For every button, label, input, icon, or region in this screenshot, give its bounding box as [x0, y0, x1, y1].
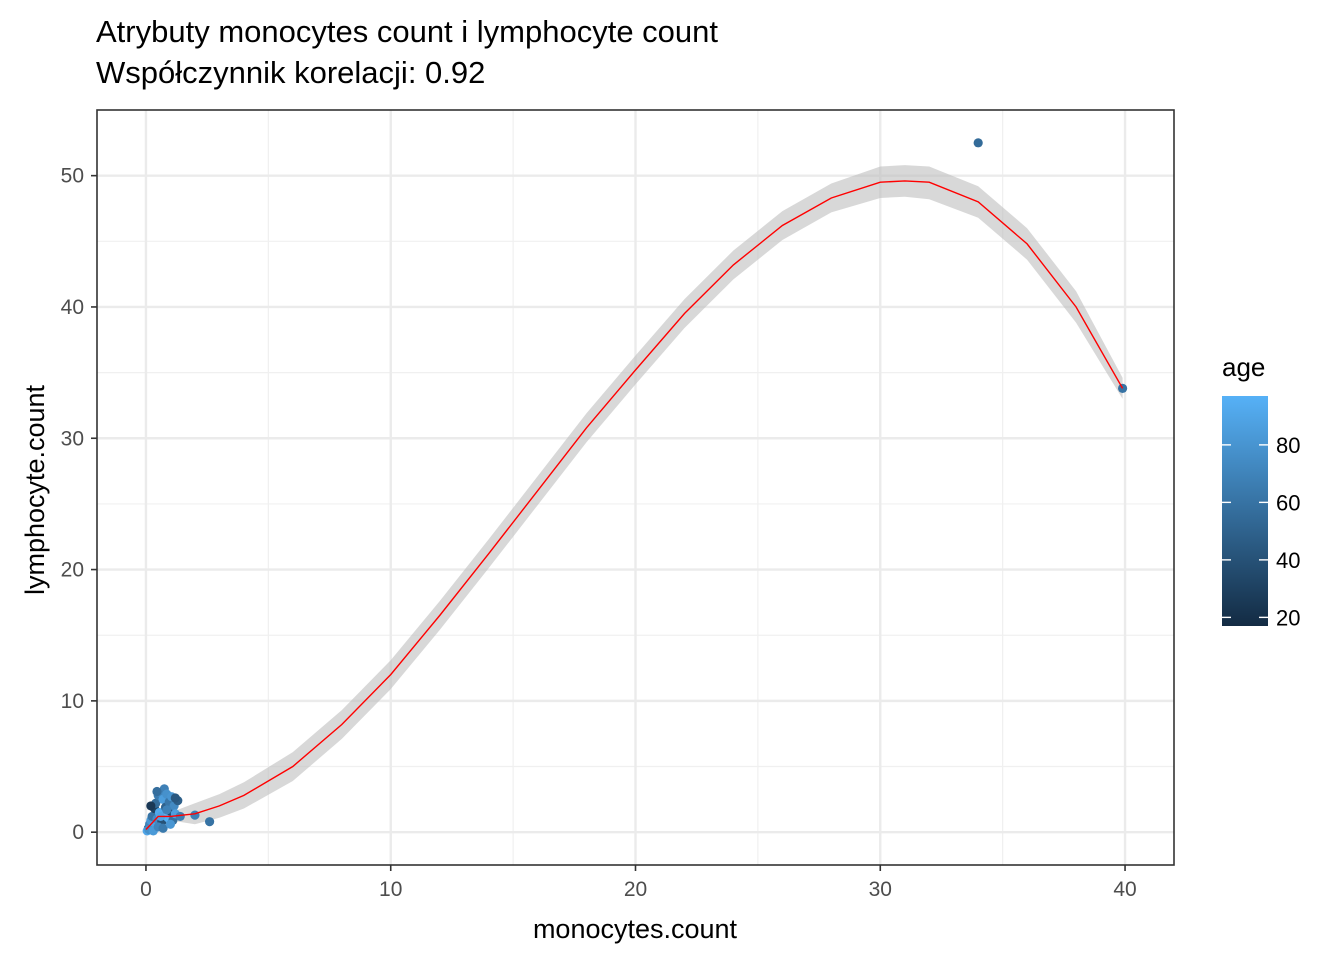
legend: age 20 40 60 80: [1222, 352, 1300, 630]
confidence-band: [146, 165, 1123, 833]
x-axis-label: monocytes.count: [533, 914, 738, 944]
legend-tick-label: 60: [1276, 490, 1300, 515]
x-axis: 0 10 20 30 40: [140, 865, 1137, 901]
x-tick-label: 30: [869, 878, 892, 901]
data-point: [165, 819, 176, 829]
y-tick-label: 10: [61, 690, 84, 713]
smooth-line-path: [145, 180, 1124, 830]
y-tick-label: 40: [61, 296, 84, 319]
y-tick-label: 50: [61, 165, 84, 188]
y-axis-label: lymphocyte.count: [20, 384, 50, 595]
x-tick-label: 20: [624, 878, 647, 901]
data-point: [162, 805, 172, 815]
legend-colorbar: [1222, 396, 1268, 626]
legend-tick-label: 20: [1276, 605, 1300, 630]
data-point: [204, 817, 215, 827]
y-axis: 0 10 20 30 40 50: [61, 165, 97, 844]
confidence-band-area: [146, 165, 1123, 833]
smooth-line: [145, 180, 1124, 830]
data-point: [973, 138, 983, 148]
data-point: [158, 823, 168, 833]
x-tick-label: 10: [379, 878, 402, 901]
legend-title: age: [1222, 352, 1265, 382]
x-tick-label: 0: [140, 878, 152, 901]
data-point: [190, 810, 200, 820]
data-point: [175, 811, 185, 822]
legend-tick-label: 80: [1276, 433, 1300, 458]
y-tick-label: 0: [72, 821, 84, 844]
data-point: [152, 786, 162, 797]
data-points: [142, 138, 1128, 836]
legend-tick-label: 40: [1276, 548, 1300, 573]
data-point: [170, 793, 180, 803]
chart-subtitle: Współczynnik korelacji: 0.92: [96, 55, 486, 90]
data-point: [146, 801, 156, 811]
y-tick-label: 30: [61, 427, 84, 450]
y-tick-label: 20: [61, 559, 84, 582]
chart-title: Atrybuty monocytes count i lymphocyte co…: [96, 14, 719, 49]
legend-ticks: 20 40 60 80: [1222, 433, 1300, 630]
x-tick-label: 40: [1113, 878, 1136, 901]
